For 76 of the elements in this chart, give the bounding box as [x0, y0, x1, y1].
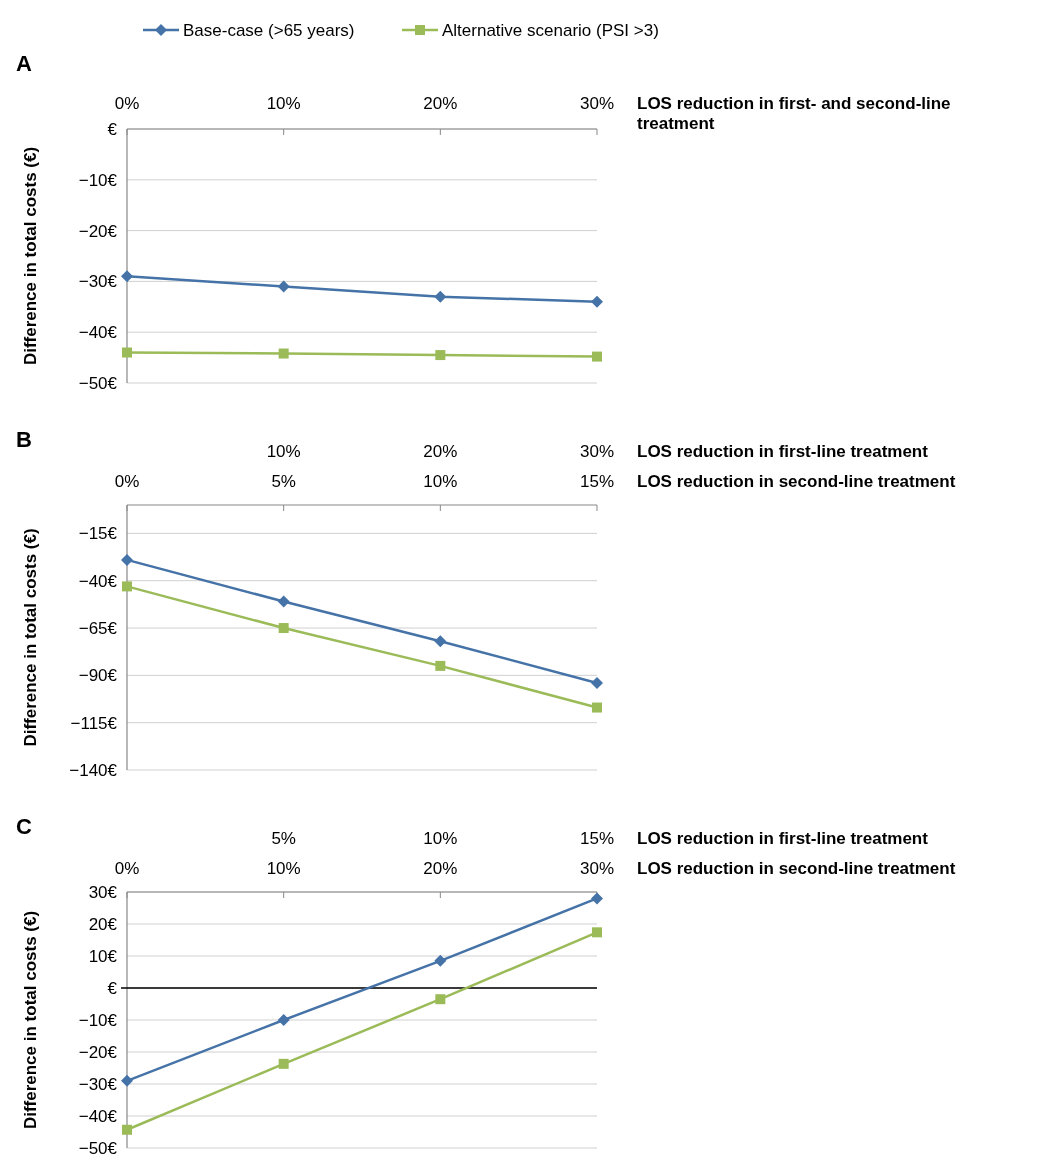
x-tick-label: 0% [114, 94, 140, 113]
y-tick-label: 30€ [88, 882, 118, 902]
y-tick-label: € [107, 978, 118, 998]
y-tick-label: −40€ [78, 323, 118, 343]
x2-tick-label: 0% [114, 859, 140, 878]
point [434, 635, 447, 648]
point [122, 1124, 132, 1135]
x2-axis-title: LOS reduction in second-line treatment [637, 472, 956, 491]
point [122, 347, 132, 358]
y-tick-label: −10€ [78, 1010, 118, 1030]
y-axis-title: Difference in total costs (€) [21, 528, 40, 747]
y-tick-label: −140€ [69, 760, 118, 780]
legend-label: Alternative scenario (PSI >3) [442, 20, 659, 40]
y-tick-label: −90€ [78, 666, 118, 686]
x-tick-label: 5% [271, 829, 296, 848]
point [435, 350, 446, 361]
x-axis-title: LOS reduction in first-line treatment [637, 442, 929, 461]
y-tick-label: −65€ [78, 618, 118, 638]
y-tick-label: −115€ [70, 713, 118, 733]
x-tick-label: 20% [423, 94, 458, 113]
y-tick-label: −50€ [78, 373, 118, 393]
x-tick-label: 15% [579, 829, 615, 848]
point [434, 954, 447, 967]
legend-label: Base-case (>65 years) [183, 20, 355, 40]
point [277, 1014, 290, 1026]
point [277, 595, 290, 608]
y-axis-title: Difference in total costs (€) [21, 910, 40, 1130]
point [434, 290, 447, 303]
y-tick-label: −40€ [78, 571, 118, 591]
point [592, 351, 602, 362]
y-axis-title: Difference in total costs (€) [21, 146, 40, 366]
x-tick-label: 10% [423, 829, 458, 848]
y-tick-label: −20€ [78, 1042, 118, 1062]
x-tick-label: 30% [579, 94, 615, 113]
point [591, 676, 603, 689]
y-tick-label: 20€ [88, 914, 118, 934]
point [278, 1058, 289, 1069]
point [591, 295, 603, 308]
x2-tick-label: 15% [579, 472, 615, 491]
point [121, 1074, 133, 1087]
x2-tick-label: 20% [423, 859, 458, 878]
point [278, 348, 289, 359]
y-tick-label: −10€ [78, 170, 118, 190]
point [435, 660, 446, 671]
y-tick-label: 10€ [88, 946, 118, 966]
x2-tick-label: 30% [579, 859, 615, 878]
x-tick-label: 10% [266, 442, 301, 461]
x-axis-title: LOS reduction in first-line treatment [637, 829, 929, 848]
x-tick-label: 30% [579, 442, 615, 461]
x2-axis-title: LOS reduction in second-line treatment [637, 859, 956, 878]
y-tick-label: −15€ [78, 524, 118, 544]
y-tick-label: −30€ [78, 272, 118, 292]
chart-title: B [16, 427, 32, 452]
x2-tick-label: 10% [423, 472, 458, 491]
chart-title: A [16, 51, 32, 76]
y-tick-label: −30€ [78, 1074, 118, 1094]
x2-tick-label: 0% [114, 472, 140, 491]
x-tick-label: 20% [423, 442, 458, 461]
point [122, 581, 132, 592]
y-tick-label: −20€ [78, 221, 118, 241]
x-axis-title: LOS reduction in first- and second-line treatment [637, 94, 951, 133]
y-tick-label: € [107, 119, 118, 139]
y-tick-label: −40€ [78, 1106, 118, 1126]
point [278, 623, 289, 634]
point [592, 927, 602, 938]
point [277, 280, 290, 293]
x-tick-label: 10% [266, 94, 301, 113]
y-tick-label: −50€ [78, 1138, 118, 1158]
point [592, 702, 602, 713]
point [121, 270, 133, 283]
point [121, 553, 133, 566]
point [591, 892, 603, 905]
x2-tick-label: 10% [266, 859, 301, 878]
point [435, 994, 446, 1005]
chart-title: C [16, 814, 32, 839]
x2-tick-label: 5% [271, 472, 296, 491]
